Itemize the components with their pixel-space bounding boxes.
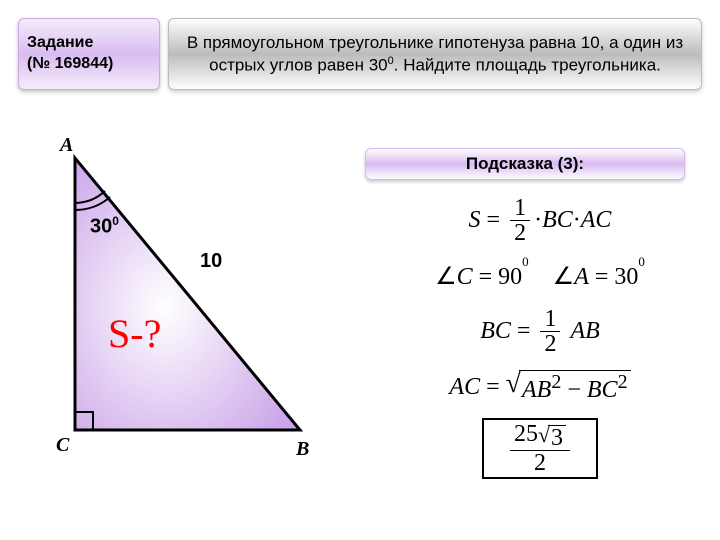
triangle-svg [40, 140, 350, 480]
angle-a-label: 300 [90, 214, 119, 239]
area-question: S-? [108, 310, 161, 357]
answer-box: 25√3 2 [482, 418, 598, 479]
task-badge: Задание (№ 169844) [18, 18, 160, 90]
vertex-b: В [296, 438, 309, 461]
hint-bar[interactable]: Подсказка (3): [365, 148, 685, 180]
hint-label: Подсказка (3): [466, 154, 584, 174]
vertex-a: А [60, 134, 73, 157]
answer-row: 25√3 2 [380, 418, 700, 479]
problem-text-content: В прямоугольном треугольнике гипотенуза … [183, 32, 687, 77]
triangle-diagram: А С В 300 10 S-? [40, 140, 350, 480]
formula-area: S = 12 · BC · AC [380, 196, 700, 245]
problem-text: В прямоугольном треугольнике гипотенуза … [168, 18, 702, 90]
formulas-block: S = 12 · BC · AC ∠C = 900 ∠A = 300 BC = … [380, 196, 700, 489]
hypotenuse-label: 10 [200, 250, 222, 273]
task-number: (№ 169844) [27, 54, 151, 75]
formula-ac: AC = √ AB2 − BC2 [380, 366, 700, 408]
formula-angles: ∠C = 900 ∠A = 300 [380, 255, 700, 297]
task-label: Задание [27, 33, 151, 54]
vertex-c: С [56, 434, 69, 457]
formula-bc: BC = 12 AB [380, 307, 700, 356]
